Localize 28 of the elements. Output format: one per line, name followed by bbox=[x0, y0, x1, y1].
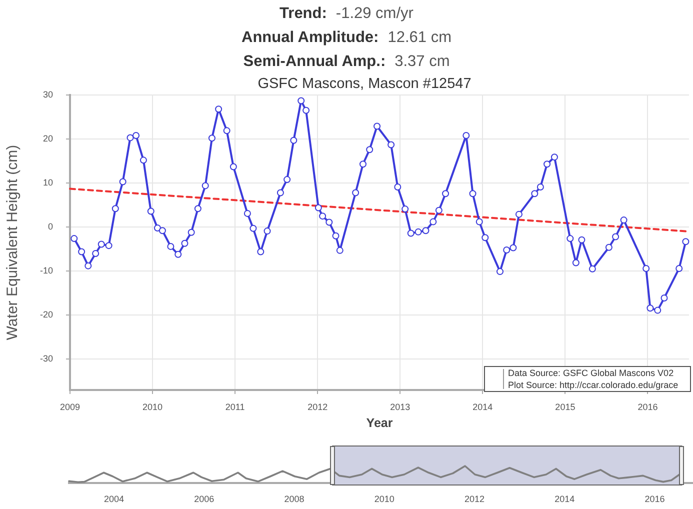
x-tick-label: 2004 bbox=[104, 494, 124, 504]
chart-title: Trend: -1.29 cm/yr Annual Amplitude: 12.61 cm Semi-Annual Amp.: 3.37 cm bbox=[242, 5, 452, 70]
x-tick-label: 2013 bbox=[390, 402, 410, 412]
y-tick-label: 0 bbox=[48, 222, 53, 232]
x-tick-label: 2016 bbox=[638, 402, 658, 412]
x-tick-label: 2011 bbox=[225, 402, 245, 412]
x-tick-label: 2015 bbox=[555, 402, 576, 412]
y-tick-label: 10 bbox=[42, 178, 53, 188]
x-tick-label: 2006 bbox=[194, 494, 214, 504]
y-tick-label: -30 bbox=[40, 354, 53, 364]
x-tick-label: 2016 bbox=[644, 494, 665, 504]
y-tick-label: -20 bbox=[40, 310, 53, 320]
y-tick-label: 30 bbox=[42, 89, 53, 100]
x-tick-label: 2010 bbox=[374, 494, 394, 504]
annotation: Data Source: GSFC Global Mascons V02 bbox=[508, 367, 675, 379]
x-tick-label: 2014 bbox=[472, 402, 493, 412]
y-tick-label: 20 bbox=[42, 134, 53, 144]
x-tick-label: 2009 bbox=[60, 402, 80, 412]
x-tick-label: 2012 bbox=[308, 402, 328, 412]
annotation: Plot Source: http://ccar.colorado.edu/grace bbox=[508, 379, 678, 391]
x-tick-label: 2014 bbox=[554, 494, 575, 504]
x-axis-title: Year bbox=[366, 416, 393, 430]
chart-subtitle: GSFC Mascons, Mascon #12547 bbox=[258, 76, 472, 92]
y-tick-label: -10 bbox=[40, 266, 53, 276]
x-tick-label: 2010 bbox=[142, 402, 163, 412]
y-axis-title: Water Equivalent Height (cm) bbox=[4, 144, 22, 340]
x-tick-label: 2012 bbox=[464, 494, 485, 504]
x-tick-label: 2008 bbox=[284, 494, 304, 504]
